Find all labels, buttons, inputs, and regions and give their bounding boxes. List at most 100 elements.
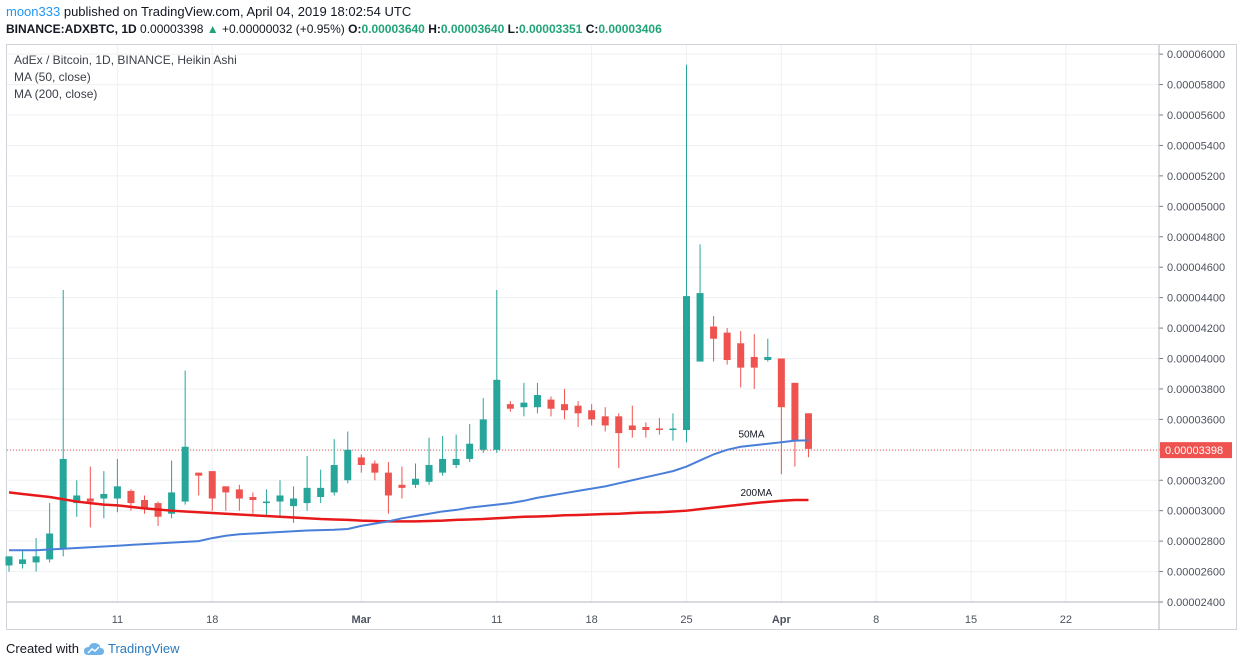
y-tick-label: 0.00002400: [1167, 597, 1225, 609]
created-with-text: Created with: [6, 641, 79, 656]
candle-up: [73, 495, 81, 504]
x-tick-label: 11: [112, 614, 123, 626]
candle-up: [696, 293, 704, 362]
y-tick-label: 0.00005200: [1167, 171, 1225, 183]
candle-down: [615, 416, 623, 434]
candle-down: [398, 484, 406, 488]
candle-down: [655, 428, 663, 431]
up-triangle-icon: ▲: [206, 22, 219, 36]
chart-frame[interactable]: [6, 44, 1237, 630]
candle-up: [19, 559, 27, 564]
candle-up: [290, 498, 298, 507]
open-label: O:: [348, 22, 362, 36]
candle-up: [317, 487, 325, 497]
author-link[interactable]: moon333: [6, 4, 61, 19]
candle-up: [168, 492, 176, 514]
candle-up: [452, 458, 460, 466]
candle-down: [235, 489, 243, 499]
y-tick-label: 0.00005800: [1167, 80, 1225, 92]
candle-up: [181, 446, 189, 502]
candle-down: [547, 399, 555, 409]
y-tick-label: 0.00002800: [1167, 536, 1225, 548]
symbol-name: BINANCE:ADXBTC, 1D: [6, 22, 137, 36]
candle-up: [262, 501, 270, 504]
y-tick-label: 0.00006000: [1167, 49, 1225, 61]
candle-up: [5, 556, 13, 566]
ma200-annotation: 200MA: [740, 488, 772, 499]
x-tick-label: 18: [206, 614, 218, 626]
candle-up: [466, 443, 474, 459]
candle-up: [344, 449, 352, 481]
candle-up: [412, 478, 419, 485]
cloud-logo-icon: [83, 642, 104, 655]
candle-down: [804, 413, 812, 449]
y-tick-label: 0.00004400: [1167, 293, 1225, 305]
y-tick-label: 0.00004600: [1167, 262, 1225, 274]
candle-down: [208, 471, 216, 499]
last-price-tag: [1160, 442, 1232, 459]
tradingview-brand[interactable]: TradingView: [83, 641, 180, 656]
candle-down: [222, 486, 230, 493]
footer: Created with TradingView: [6, 641, 180, 656]
x-tick-label: 15: [965, 614, 977, 626]
y-tick-label: 0.00003800: [1167, 384, 1225, 396]
candle-up: [520, 402, 528, 408]
candle-up: [683, 296, 690, 431]
y-tick-label: 0.00005400: [1167, 140, 1225, 152]
candle-up: [493, 379, 501, 450]
candle-down: [723, 332, 731, 361]
candle-down: [710, 326, 718, 339]
x-tick-label: 11: [491, 614, 502, 626]
candle-down: [574, 405, 582, 414]
high-label: H:: [428, 22, 441, 36]
legend-ma50[interactable]: MA (50, close): [14, 70, 91, 84]
candle-down: [561, 404, 569, 411]
candle-up: [46, 533, 54, 560]
candle-up: [59, 458, 67, 549]
y-tick-label: 0.00003600: [1167, 414, 1225, 426]
legend-ma200[interactable]: MA (200, close): [14, 87, 98, 101]
x-tick-label: 22: [1060, 614, 1072, 626]
candle-up: [479, 419, 487, 450]
candle-down: [642, 426, 650, 431]
candle-up: [330, 465, 338, 493]
y-tick-label: 0.00002600: [1167, 567, 1225, 579]
candle-down: [371, 463, 379, 473]
candle-down: [601, 416, 609, 426]
ma50-line: [9, 439, 809, 552]
x-tick-label: 25: [680, 614, 692, 626]
candle-down: [777, 358, 785, 408]
candle-down: [384, 472, 392, 496]
symbol-quote-line: BINANCE:ADXBTC, 1D 0.00003398 ▲ +0.00000…: [6, 22, 662, 36]
chart-title: AdEx / Bitcoin, 1D, BINANCE, Heikin Ashi: [14, 53, 237, 67]
low-value: 0.00003351: [518, 22, 583, 36]
brand-name: TradingView: [107, 641, 180, 656]
x-tick-label: Apr: [772, 614, 792, 626]
candle-up: [113, 486, 121, 499]
candle-up: [533, 395, 541, 408]
y-tick-label: 0.00003200: [1167, 475, 1225, 487]
last-price: 0.00003398: [140, 22, 204, 36]
low-label: L:: [507, 22, 519, 36]
close-label: C:: [585, 22, 599, 36]
publish-line: moon333 published on TradingView.com, Ap…: [6, 4, 411, 19]
candle-up: [276, 495, 284, 502]
candle-down: [750, 356, 758, 368]
y-tick-label: 0.00003000: [1167, 506, 1225, 518]
x-tick-label: 8: [873, 614, 879, 626]
y-tick-label: 0.00004000: [1167, 354, 1225, 366]
candle-up: [669, 428, 677, 431]
candle-down: [127, 490, 135, 504]
high-value: 0.00003640: [440, 22, 505, 36]
price-change: +0.00000032 (+0.95%): [222, 22, 345, 36]
x-tick-label: Mar: [352, 614, 372, 626]
candle-down: [628, 425, 636, 431]
candle-down: [737, 343, 745, 368]
candle-up: [439, 458, 447, 473]
open-value: 0.00003640: [361, 22, 425, 36]
candle-down: [86, 498, 94, 502]
ma200-line: [8, 491, 809, 523]
candle-down: [195, 472, 203, 476]
candle-down: [588, 410, 596, 420]
